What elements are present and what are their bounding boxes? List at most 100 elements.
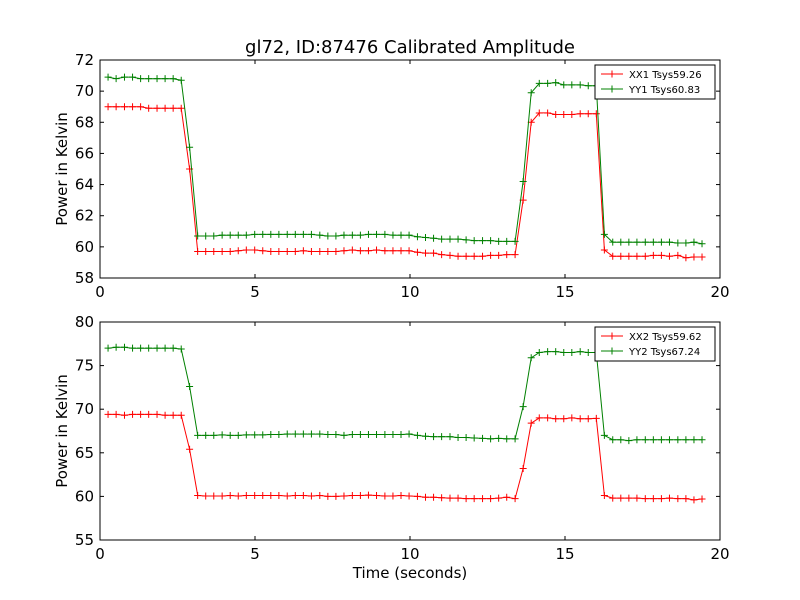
data-point — [218, 248, 226, 256]
data-point — [535, 109, 543, 117]
data-point — [665, 238, 673, 246]
data-point — [242, 492, 250, 500]
data-point — [145, 410, 153, 418]
data-point — [226, 492, 234, 500]
data-point — [584, 349, 592, 357]
data-point — [405, 492, 413, 500]
data-point — [275, 248, 283, 256]
data-point — [454, 235, 462, 243]
data-point — [316, 231, 324, 239]
data-point — [259, 230, 267, 238]
data-point — [112, 103, 120, 111]
data-point — [422, 234, 429, 242]
data-point — [682, 495, 690, 503]
data-point — [584, 82, 592, 90]
x-tick-label: 15 — [555, 283, 574, 301]
data-point — [389, 247, 397, 255]
data-point — [682, 239, 690, 247]
data-point — [234, 247, 242, 255]
data-point — [120, 343, 128, 351]
data-point — [316, 430, 324, 438]
y-tick-label: 70 — [75, 400, 94, 418]
data-point — [600, 246, 608, 254]
data-point — [552, 79, 560, 87]
data-point — [682, 254, 690, 262]
data-point — [568, 349, 576, 357]
data-point — [145, 75, 153, 83]
data-point — [690, 436, 698, 444]
data-point — [544, 414, 552, 422]
data-point — [275, 430, 283, 438]
data-point — [503, 251, 511, 259]
figure-title: gl72, ID:87476 Calibrated Amplitude — [245, 37, 575, 58]
legend-label: XX1 Tsys59.26 — [629, 70, 702, 81]
data-point — [364, 230, 372, 238]
data-point — [104, 344, 112, 352]
legend-marker — [608, 70, 616, 78]
data-point — [259, 431, 267, 439]
x-tick-label: 20 — [710, 283, 729, 301]
y-tick-label: 55 — [75, 531, 94, 549]
data-point — [332, 492, 340, 500]
data-point — [690, 238, 698, 246]
data-point — [389, 231, 397, 239]
data-point — [698, 495, 706, 503]
data-point — [511, 237, 519, 245]
data-point — [511, 495, 519, 503]
data-point — [145, 104, 153, 112]
data-point — [438, 494, 446, 502]
y-tick-label: 80 — [75, 313, 94, 331]
data-point — [202, 492, 210, 500]
data-point — [381, 430, 389, 438]
data-point — [633, 252, 641, 260]
data-point — [609, 436, 617, 444]
data-point — [625, 494, 633, 502]
data-point — [104, 73, 112, 81]
data-point — [609, 252, 617, 260]
data-point — [470, 434, 478, 442]
data-point — [332, 430, 340, 438]
data-point — [389, 492, 397, 500]
data-point — [625, 437, 633, 445]
data-point — [446, 433, 454, 441]
data-point — [495, 494, 503, 502]
data-point — [544, 79, 552, 87]
legend-label: XX2 Tsys59.62 — [629, 332, 702, 343]
data-point — [373, 430, 381, 438]
data-point — [234, 231, 242, 239]
data-point — [218, 231, 226, 239]
data-point — [690, 253, 698, 261]
data-point — [641, 252, 649, 260]
data-point — [560, 415, 568, 423]
axes-frame — [99, 321, 721, 541]
data-point — [340, 492, 348, 500]
data-point — [218, 492, 226, 500]
axes-frame — [99, 59, 721, 279]
data-point — [161, 411, 169, 419]
data-point — [649, 251, 657, 259]
data-point — [568, 414, 576, 422]
data-point — [267, 230, 275, 238]
data-point — [137, 344, 145, 352]
data-point — [202, 248, 210, 256]
data-point — [503, 237, 511, 245]
data-point — [316, 492, 324, 500]
data-point — [495, 251, 503, 259]
data-point — [454, 252, 462, 260]
data-point — [161, 344, 169, 352]
data-point — [462, 434, 470, 442]
data-point — [568, 111, 576, 118]
data-point — [381, 492, 389, 500]
data-point — [592, 414, 600, 422]
data-point — [259, 492, 267, 500]
data-point — [657, 238, 665, 246]
data-point — [129, 103, 137, 111]
y-axis-label: Power in Kelvin — [53, 374, 71, 488]
data-point — [479, 495, 487, 503]
x-tick-label: 10 — [400, 545, 419, 563]
x-tick-label: 0 — [95, 545, 105, 563]
data-point — [665, 436, 673, 444]
data-point — [226, 431, 234, 439]
data-point — [503, 493, 511, 501]
data-point — [177, 411, 185, 419]
